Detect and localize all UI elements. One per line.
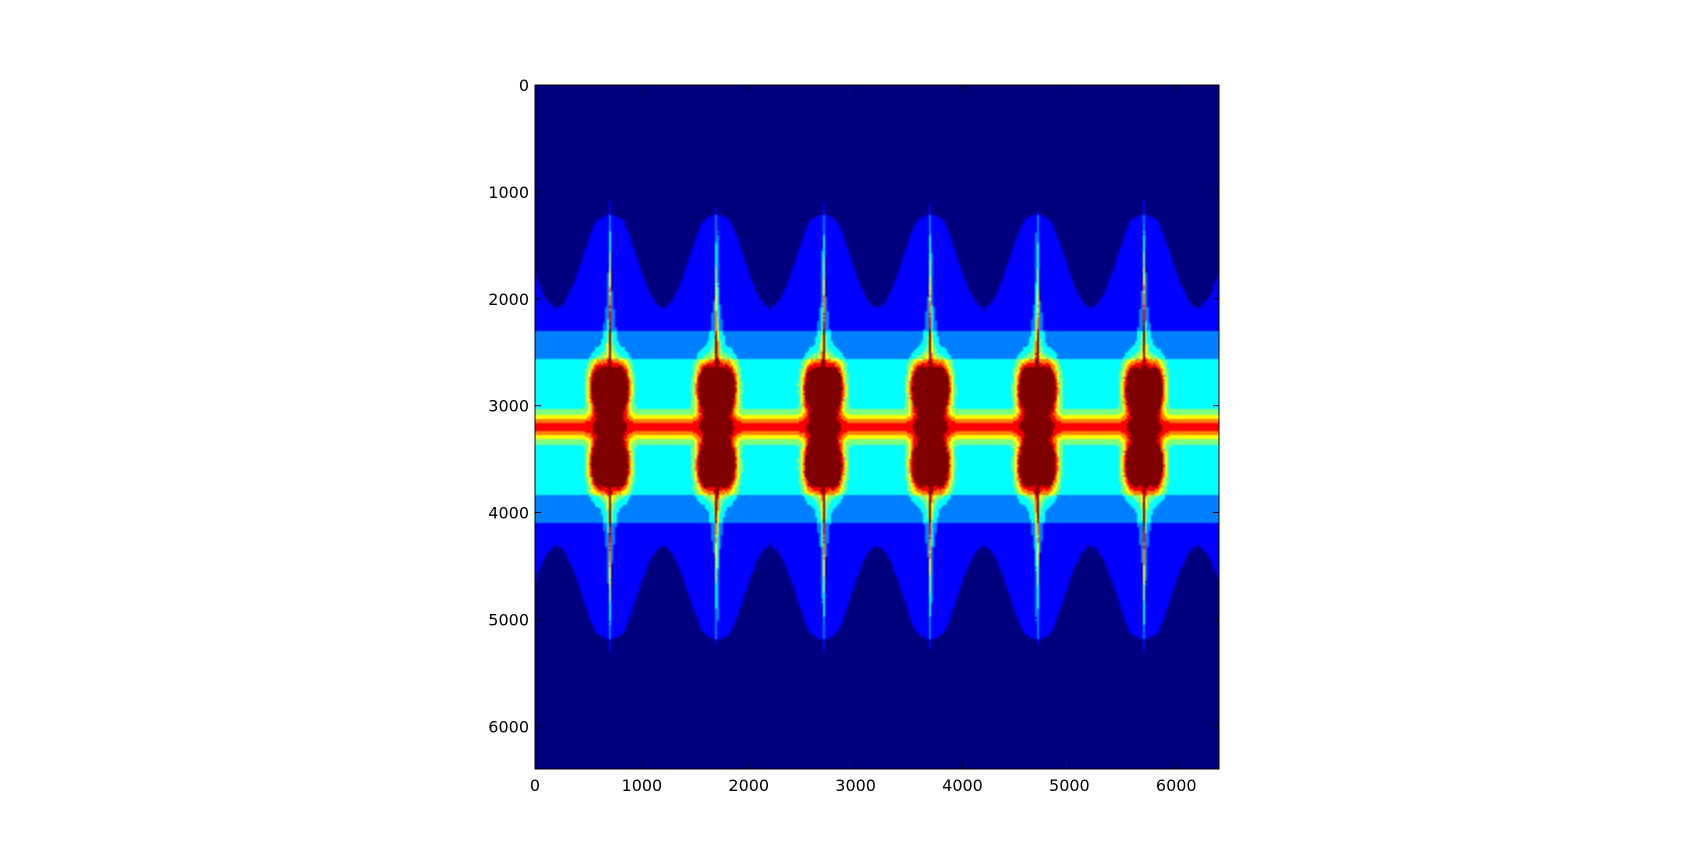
x-tick-label: 0: [530, 776, 540, 795]
x-tick-label: 3000: [835, 776, 876, 795]
y-tick-label: 3000: [488, 397, 529, 416]
y-tick-label: 5000: [488, 610, 529, 629]
x-axis: 0 1000 2000 3000 4000 5000 6000: [530, 85, 1197, 795]
axes-frame: [534, 84, 1220, 770]
x-tick-label: 5000: [1049, 776, 1090, 795]
x-tick-label: 2000: [728, 776, 769, 795]
y-axis: 0 1000 2000 3000 4000 5000 6000: [488, 76, 1219, 736]
y-tick-label: 4000: [488, 504, 529, 523]
plot-area: [535, 85, 1219, 769]
heatmap-image: [535, 85, 1219, 769]
x-tick-label: 4000: [942, 776, 983, 795]
y-tick-label: 0: [519, 76, 529, 95]
y-tick-label: 2000: [488, 290, 529, 309]
x-tick-label: 1000: [622, 776, 663, 795]
y-tick-label: 1000: [488, 183, 529, 202]
y-tick-label: 6000: [488, 717, 529, 736]
x-tick-label: 6000: [1156, 776, 1197, 795]
